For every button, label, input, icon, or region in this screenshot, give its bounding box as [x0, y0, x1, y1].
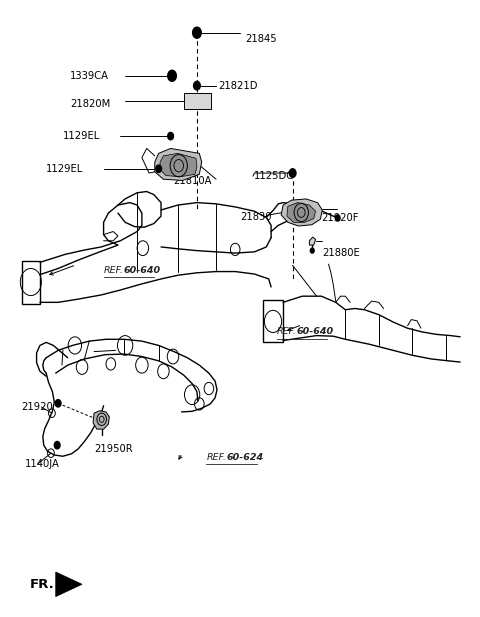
Circle shape: [192, 27, 201, 38]
Text: 60-640: 60-640: [124, 266, 161, 275]
Text: 21821D: 21821D: [218, 81, 258, 91]
Polygon shape: [281, 199, 323, 226]
Circle shape: [168, 133, 173, 140]
Text: REF.: REF.: [206, 453, 227, 462]
Text: 21845: 21845: [245, 34, 276, 44]
Circle shape: [193, 81, 200, 90]
Text: FR.: FR.: [29, 578, 54, 591]
Circle shape: [289, 169, 296, 177]
Text: 1129EL: 1129EL: [63, 131, 100, 141]
Polygon shape: [56, 572, 82, 597]
Polygon shape: [184, 93, 211, 109]
Polygon shape: [310, 237, 316, 245]
Text: REF.: REF.: [277, 328, 297, 336]
Text: 1140JA: 1140JA: [24, 459, 60, 470]
Text: 21880E: 21880E: [323, 248, 360, 258]
Polygon shape: [93, 411, 109, 429]
Text: REF.: REF.: [104, 266, 123, 275]
Text: 60-624: 60-624: [227, 453, 264, 462]
Polygon shape: [155, 149, 202, 180]
Circle shape: [54, 442, 60, 449]
Text: 21920: 21920: [21, 402, 52, 412]
Text: 21810A: 21810A: [173, 176, 212, 186]
Text: 1339CA: 1339CA: [70, 71, 109, 81]
Polygon shape: [287, 202, 316, 222]
Polygon shape: [160, 154, 197, 176]
Text: 1125DG: 1125DG: [254, 171, 295, 181]
Text: 21820M: 21820M: [70, 99, 110, 109]
Circle shape: [311, 248, 314, 253]
Text: 60-640: 60-640: [297, 328, 334, 336]
Text: 21920F: 21920F: [322, 213, 359, 223]
Text: 1129EL: 1129EL: [46, 164, 84, 174]
Circle shape: [55, 400, 61, 407]
Circle shape: [335, 215, 340, 221]
Text: 21950R: 21950R: [94, 444, 132, 454]
Circle shape: [168, 70, 176, 81]
Circle shape: [156, 165, 161, 172]
Text: 21830: 21830: [240, 212, 272, 222]
